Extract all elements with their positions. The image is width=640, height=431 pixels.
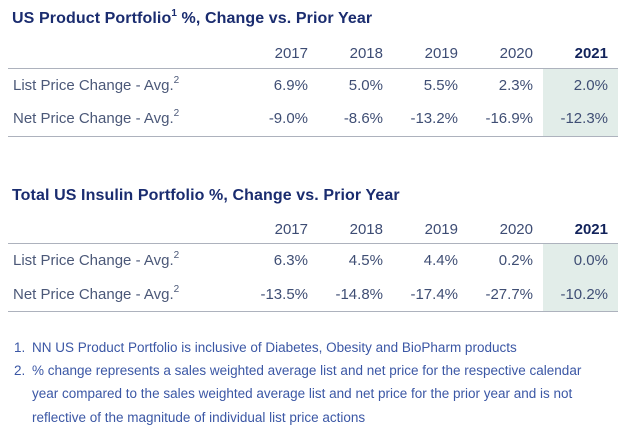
value-cell: -14.8% — [335, 285, 383, 303]
row-label-text: List Price Change - Avg. — [13, 252, 174, 270]
year-header-2021: 2021 — [574, 220, 608, 238]
row-label: Net Price Change - Avg.2 — [8, 278, 243, 312]
footnote-1: 1. NN US Product Portfolio is inclusive … — [14, 336, 614, 359]
row-label-superscript: 2 — [173, 250, 180, 262]
year-header-2021: 2021 — [574, 45, 608, 63]
value-cell: 0.2% — [498, 252, 533, 270]
value-cell: 4.4% — [423, 252, 458, 270]
year-header-2019: 2019 — [424, 45, 458, 63]
section-title-product-portfolio: US Product Portfolio1 %, Change vs. Prio… — [12, 8, 640, 30]
section-title-superscript: 1 — [171, 7, 177, 19]
year-header-2017: 2017 — [274, 45, 308, 63]
section-title-suffix: %, Change vs. Prior Year — [177, 10, 373, 27]
section-spacer — [8, 137, 640, 185]
section-title-insulin-portfolio: Total US Insulin Portfolio %, Change vs.… — [12, 185, 640, 207]
row-label-superscript: 2 — [173, 108, 180, 120]
footnote-text: % change represents a sales weighted ave… — [32, 363, 582, 425]
footnotes: 1. NN US Product Portfolio is inclusive … — [14, 336, 614, 429]
year-header-2019: 2019 — [424, 220, 458, 238]
value-cell: -16.9% — [485, 110, 533, 128]
value-cell-highlighted: 0.0% — [543, 243, 618, 278]
table-row-list-price: List Price Change - Avg.2 6.9% 5.0% 5.5%… — [8, 68, 618, 102]
row-label: Net Price Change - Avg.2 — [8, 102, 243, 136]
value-cell-highlighted: 2.0% — [543, 68, 618, 102]
year-header-2018: 2018 — [349, 45, 383, 63]
section-title-text: Total US Insulin Portfolio %, Change vs.… — [12, 186, 400, 204]
row-label-text: Net Price Change - Avg. — [13, 110, 174, 128]
year-header-2018: 2018 — [349, 220, 383, 238]
year-header-2017: 2017 — [274, 220, 308, 238]
value-cell: 4.5% — [348, 252, 383, 270]
table-row-net-price: Net Price Change - Avg.2 -9.0% -8.6% -13… — [8, 102, 618, 136]
footnote-2: 2. % change represents a sales weighted … — [14, 359, 614, 429]
value-cell: 2.3% — [498, 76, 533, 94]
value-cell-highlighted: -10.2% — [543, 277, 618, 312]
section-title-text: US Product Portfolio — [12, 10, 172, 27]
footnote-marker: 2. — [14, 363, 26, 379]
table-row-list-price: List Price Change - Avg.2 6.3% 4.5% 4.4%… — [8, 243, 618, 278]
row-label-text: List Price Change - Avg. — [13, 76, 174, 94]
value-cell: 6.3% — [273, 252, 308, 270]
footnote-marker: 1. — [14, 340, 26, 355]
value-cell: -13.5% — [260, 285, 308, 303]
row-label: List Price Change - Avg.2 — [8, 244, 243, 278]
table-row-net-price: Net Price Change - Avg.2 -13.5% -14.8% -… — [8, 277, 618, 312]
year-header-2020: 2020 — [499, 45, 533, 63]
value-cell: -27.7% — [485, 285, 533, 303]
footnote-text: NN US Product Portfolio is inclusive of … — [32, 340, 517, 355]
year-header-row: 2017 2018 2019 2020 2021 — [8, 40, 618, 68]
row-label-superscript: 2 — [173, 283, 180, 295]
value-cell: -8.6% — [343, 110, 383, 128]
value-cell: -13.2% — [410, 110, 458, 128]
empty-header-cell — [8, 216, 243, 244]
value-cell: 5.5% — [423, 76, 458, 94]
year-header-row: 2017 2018 2019 2020 2021 — [8, 216, 618, 244]
row-label-text: Net Price Change - Avg. — [13, 285, 174, 303]
row-label-superscript: 2 — [173, 74, 180, 86]
product-portfolio-table: 2017 2018 2019 2020 2021 List Price Chan… — [8, 40, 618, 137]
value-cell: 6.9% — [273, 76, 308, 94]
value-cell-highlighted: -12.3% — [543, 102, 618, 136]
empty-header-cell — [8, 40, 243, 68]
value-cell: -17.4% — [410, 285, 458, 303]
insulin-portfolio-table: 2017 2018 2019 2020 2021 List Price Chan… — [8, 216, 618, 313]
value-cell: -9.0% — [268, 110, 308, 128]
year-header-2020: 2020 — [499, 220, 533, 238]
value-cell: 5.0% — [348, 76, 383, 94]
row-label: List Price Change - Avg.2 — [8, 68, 243, 102]
